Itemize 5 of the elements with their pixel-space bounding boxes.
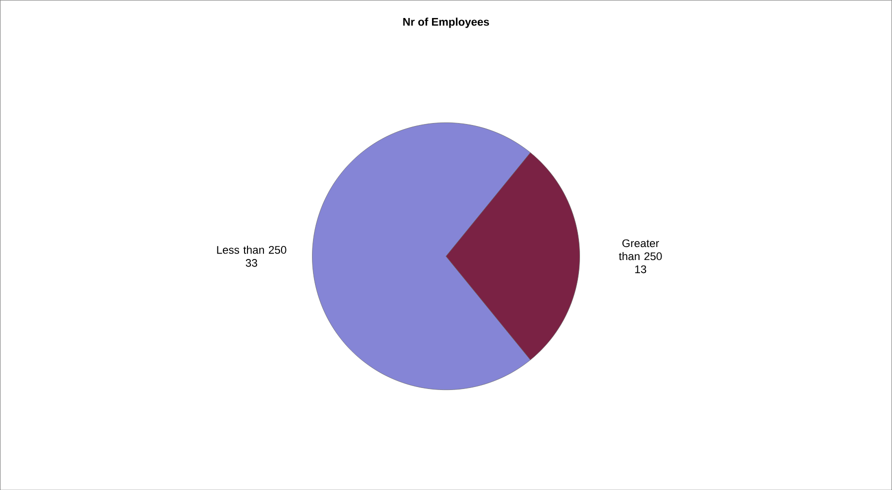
data-label: 13 — [635, 265, 646, 274]
data-label: 33 — [246, 258, 258, 267]
chart-title: Nr of Employees — [403, 18, 490, 28]
slice-label: Greater than 250 — [618, 239, 662, 260]
slice-label: Less than 250 — [217, 246, 286, 254]
